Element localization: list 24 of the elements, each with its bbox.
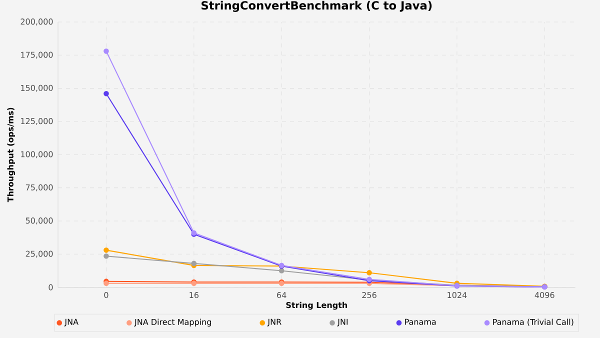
y-tick-label: 50,000 bbox=[26, 218, 53, 224]
x-tick-label: 4096 bbox=[534, 292, 554, 298]
y-tick-label: 100,000 bbox=[21, 151, 53, 158]
legend-label: JNI bbox=[337, 318, 348, 326]
y-tick-label: 150,000 bbox=[21, 84, 53, 92]
x-axis-title: String Length bbox=[286, 302, 348, 310]
x-tick-label: 16 bbox=[190, 292, 199, 298]
x-tick-label: 1024 bbox=[448, 292, 467, 298]
y-tick-label: 125,000 bbox=[21, 118, 53, 125]
legend-label: JNA bbox=[64, 318, 78, 326]
y-tick-label: 175,000 bbox=[21, 52, 53, 59]
legend-label: Panama bbox=[405, 318, 436, 325]
legend-label: Panama (Trivial Call) bbox=[493, 318, 574, 326]
y-tick-label: 200,000 bbox=[20, 18, 53, 26]
y-axis-title: Throughput (ops/ms) bbox=[7, 108, 16, 202]
x-tick-label: 0 bbox=[104, 292, 108, 298]
chart-title: StringConvertBenchmark (C to Java) bbox=[202, 0, 432, 12]
x-tick-label: 256 bbox=[362, 292, 376, 298]
y-tick-label: 0 bbox=[48, 284, 53, 290]
legend-label: JNR bbox=[267, 318, 282, 326]
y-tick-label: 75,000 bbox=[26, 184, 53, 192]
x-tick-label: 64 bbox=[277, 292, 286, 298]
legend-label: JNA Direct Mapping bbox=[134, 318, 211, 327]
y-tick-label: 25,000 bbox=[26, 250, 53, 258]
